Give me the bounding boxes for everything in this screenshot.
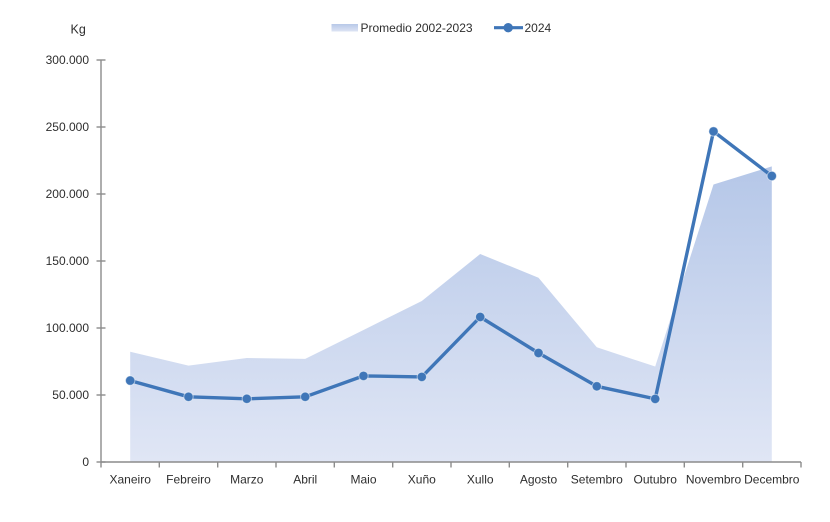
svg-text:Outubro: Outubro [634,473,678,487]
svg-text:Xullo: Xullo [467,473,494,487]
svg-text:Agosto: Agosto [520,473,558,487]
svg-text:Xaneiro: Xaneiro [110,473,152,487]
svg-text:Abril: Abril [293,473,317,487]
svg-text:Xuño: Xuño [408,473,436,487]
svg-text:2024: 2024 [525,21,552,35]
svg-text:Promedio 2002-2023: Promedio 2002-2023 [361,21,473,35]
svg-text:Maio: Maio [350,473,376,487]
svg-text:50.000: 50.000 [52,388,89,402]
svg-text:Decembro: Decembro [744,473,800,487]
svg-text:0: 0 [82,455,89,469]
svg-text:200.000: 200.000 [46,187,90,201]
svg-text:100.000: 100.000 [46,321,90,335]
svg-text:150.000: 150.000 [46,254,90,268]
svg-text:250.000: 250.000 [46,120,90,134]
svg-text:300.000: 300.000 [46,53,90,67]
svg-text:Novembro: Novembro [686,473,742,487]
svg-text:Kg: Kg [71,23,86,37]
svg-text:Febreiro: Febreiro [166,473,211,487]
svg-text:Setembro: Setembro [571,473,623,487]
svg-text:Marzo: Marzo [230,473,264,487]
